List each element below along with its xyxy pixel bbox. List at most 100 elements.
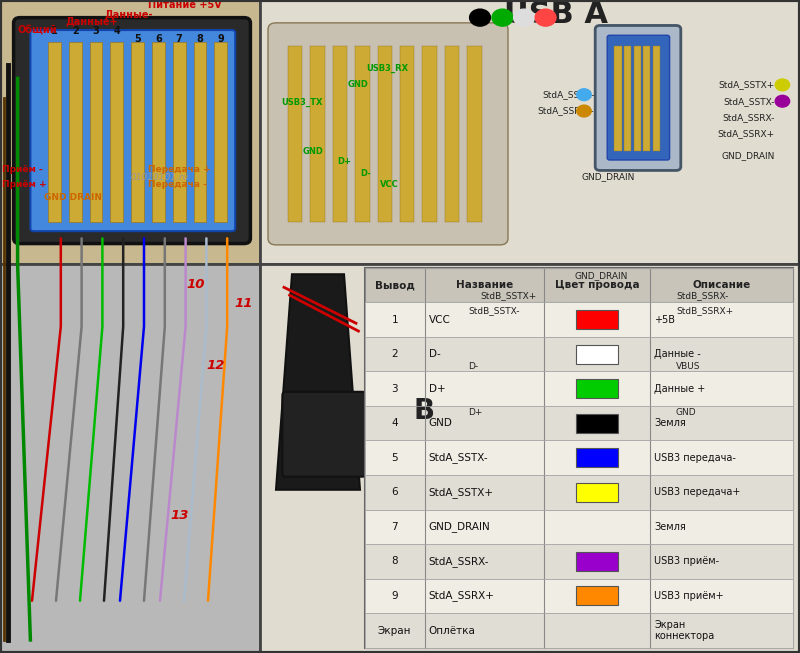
Text: Приём -: Приём -: [2, 165, 43, 174]
Text: D+: D+: [429, 384, 445, 394]
Text: USB3 передача+: USB3 передача+: [654, 487, 741, 498]
Text: 12: 12: [206, 359, 226, 372]
Text: StdA_SSRX+: StdA_SSRX+: [538, 106, 594, 116]
Text: Экран
коннектора: Экран коннектора: [654, 620, 714, 641]
Text: Земля: Земля: [654, 418, 686, 428]
Bar: [614, 46, 622, 151]
Text: GND: GND: [470, 0, 490, 2]
Circle shape: [577, 105, 591, 117]
Text: VCC: VCC: [536, 0, 555, 2]
Text: Цвет провода: Цвет провода: [554, 280, 639, 290]
Text: 7: 7: [176, 34, 182, 44]
Polygon shape: [276, 274, 360, 490]
Bar: [400, 46, 414, 222]
Bar: [618, 311, 626, 493]
Text: 4: 4: [391, 418, 398, 428]
Text: USB A: USB A: [504, 0, 608, 29]
Text: 3: 3: [391, 384, 398, 394]
Text: 5: 5: [391, 453, 398, 463]
FancyBboxPatch shape: [268, 23, 508, 245]
Circle shape: [514, 9, 534, 26]
Text: Данные -: Данные -: [654, 349, 701, 359]
Text: 11: 11: [234, 297, 254, 310]
FancyBboxPatch shape: [595, 25, 681, 170]
Bar: [365, 544, 793, 579]
Circle shape: [775, 79, 790, 91]
Text: Питание +5V: Питание +5V: [148, 0, 222, 10]
Text: StdB_SSRX+: StdB_SSRX+: [676, 306, 733, 315]
Text: StdA_SSTX+: StdA_SSTX+: [718, 80, 774, 89]
Text: Оплётка: Оплётка: [429, 626, 475, 635]
Text: GND_DRAIN: GND_DRAIN: [575, 271, 628, 280]
Text: StdB_SSTX-: StdB_SSTX-: [468, 306, 519, 315]
Text: D-: D-: [429, 349, 440, 359]
Text: Данные-: Данные-: [104, 9, 153, 20]
Text: StdB_SSTX+: StdB_SSTX+: [480, 291, 536, 300]
Text: 6: 6: [155, 34, 162, 44]
Bar: [90, 42, 102, 222]
Text: D+: D+: [468, 408, 482, 417]
Bar: [445, 46, 459, 222]
Bar: [365, 268, 793, 648]
Text: GND: GND: [676, 408, 697, 417]
Circle shape: [470, 9, 490, 26]
Text: StdA_SSTX-: StdA_SSTX-: [723, 97, 774, 106]
Text: StdA_SSRX-: StdA_SSRX-: [429, 556, 489, 567]
Text: Передача +: Передача +: [148, 165, 210, 174]
Bar: [355, 46, 370, 222]
Text: D-: D-: [519, 0, 529, 2]
Text: GND: GND: [429, 418, 452, 428]
Text: D+: D+: [495, 0, 510, 2]
Text: 4: 4: [114, 25, 120, 36]
Text: VCC: VCC: [429, 315, 450, 325]
Text: StdA_SSRX-: StdA_SSRX-: [722, 113, 774, 122]
Text: Название: Название: [456, 280, 513, 290]
Circle shape: [775, 95, 790, 107]
Bar: [260, 0, 800, 264]
Bar: [643, 46, 650, 151]
Bar: [576, 483, 618, 502]
Text: 2: 2: [391, 349, 398, 359]
Text: 13: 13: [170, 509, 190, 522]
Bar: [365, 302, 793, 337]
Text: Общий: Общий: [18, 24, 58, 35]
Bar: [378, 46, 392, 222]
Bar: [573, 311, 581, 493]
Text: 3: 3: [93, 25, 99, 36]
Text: StdA_SSTX+: StdA_SSTX+: [429, 487, 494, 498]
Text: VBUS: VBUS: [676, 362, 701, 372]
Text: D-: D-: [360, 168, 370, 178]
Circle shape: [492, 9, 513, 26]
Text: Земля: Земля: [654, 522, 686, 532]
Bar: [288, 46, 302, 222]
Bar: [365, 613, 793, 648]
Text: 9: 9: [218, 34, 224, 44]
Bar: [365, 441, 793, 475]
Text: USB3 приём-: USB3 приём-: [654, 556, 719, 566]
FancyBboxPatch shape: [14, 18, 250, 244]
Text: GND_DRAIN: GND_DRAIN: [721, 151, 774, 160]
Text: Данные +: Данные +: [654, 384, 706, 394]
Bar: [624, 46, 631, 151]
Text: 8: 8: [391, 556, 398, 566]
FancyBboxPatch shape: [551, 290, 649, 513]
Text: 6: 6: [391, 487, 398, 498]
Text: Описание: Описание: [692, 280, 750, 290]
Text: 7: 7: [391, 522, 398, 532]
Text: 8: 8: [197, 34, 203, 44]
Text: 2: 2: [72, 25, 78, 36]
Text: Вывод: Вывод: [374, 280, 414, 290]
Circle shape: [577, 89, 591, 101]
Bar: [173, 42, 186, 222]
Bar: [365, 475, 793, 509]
Bar: [310, 46, 325, 222]
Bar: [365, 337, 793, 372]
Bar: [584, 311, 592, 493]
FancyBboxPatch shape: [282, 392, 366, 477]
Text: GND: GND: [348, 80, 369, 89]
Bar: [634, 46, 641, 151]
Text: StdB_SSRX-: StdB_SSRX-: [676, 291, 728, 300]
Bar: [576, 586, 618, 605]
Bar: [576, 310, 618, 329]
Bar: [422, 46, 437, 222]
